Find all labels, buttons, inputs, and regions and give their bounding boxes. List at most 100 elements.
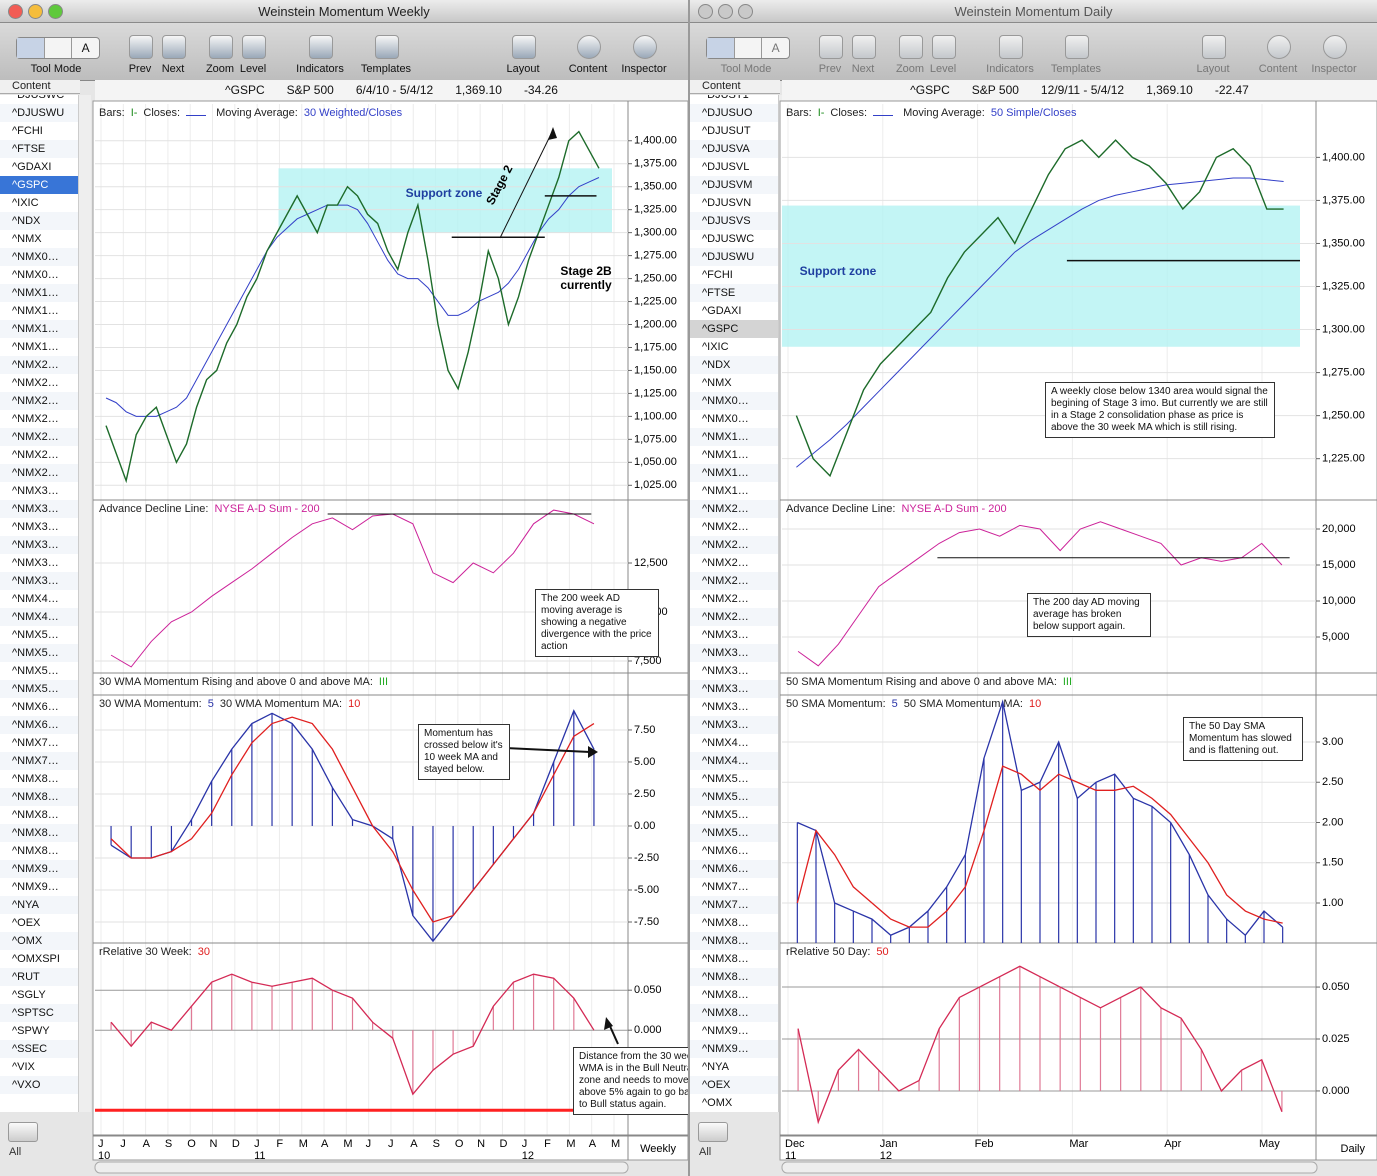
symbol-row[interactable]: ^NMX3… — [0, 572, 80, 590]
symbol-row[interactable]: ^VIX — [0, 1058, 80, 1076]
symbol-row[interactable]: ^NMX5… — [690, 770, 780, 788]
symbol-row[interactable]: ^NMX2… — [690, 572, 780, 590]
window-button[interactable] — [8, 4, 23, 19]
symbol-row[interactable]: ^RUT — [0, 968, 80, 986]
symbol-row[interactable]: ^DJUSWC — [0, 95, 80, 104]
symbol-row[interactable]: ^NMX2… — [690, 590, 780, 608]
window-button[interactable] — [698, 4, 713, 19]
symbol-row[interactable]: ^NMX7… — [0, 734, 80, 752]
symbol-row[interactable]: ^FCHI — [0, 122, 80, 140]
toolbar-icon[interactable] — [999, 35, 1023, 59]
symbol-row[interactable]: ^NMX5… — [0, 680, 80, 698]
window-button[interactable] — [48, 4, 63, 19]
toolbar-icon[interactable] — [1267, 35, 1291, 59]
window-button[interactable] — [28, 4, 43, 19]
symbol-row[interactable]: ^NMX3… — [0, 536, 80, 554]
symbol-row[interactable]: ^NMX4… — [690, 734, 780, 752]
symbol-row[interactable]: ^DJUSVL — [690, 158, 780, 176]
symbol-row[interactable]: ^NMX6… — [690, 860, 780, 878]
symbol-row[interactable]: ^NMX8… — [0, 788, 80, 806]
toolbar-icon[interactable] — [1323, 35, 1347, 59]
settings-button[interactable] — [698, 1122, 728, 1142]
symbol-row[interactable]: ^NMX8… — [0, 842, 80, 860]
toolbar-icon[interactable] — [209, 35, 233, 59]
symbol-row[interactable]: ^DJUSWC — [690, 230, 780, 248]
symbol-row[interactable]: ^NMX3… — [690, 644, 780, 662]
symbol-row[interactable]: ^NMX6… — [0, 716, 80, 734]
symbol-row[interactable]: ^DJUSUT — [690, 122, 780, 140]
symbol-row[interactable]: ^NMX8… — [690, 914, 780, 932]
symbol-row[interactable]: ^NMX0… — [0, 248, 80, 266]
symbol-row[interactable]: ^NMX3… — [690, 680, 780, 698]
symbol-row[interactable]: ^FTSE — [0, 140, 80, 158]
symbol-row[interactable]: ^NMX — [690, 374, 780, 392]
symbol-row[interactable]: ^NMX9… — [0, 878, 80, 896]
symbol-row[interactable]: ^NMX0… — [690, 410, 780, 428]
symbol-row[interactable]: ^NMX4… — [0, 608, 80, 626]
symbol-row[interactable]: ^NDX — [0, 212, 80, 230]
symbol-row[interactable]: ^GDAXI — [0, 158, 80, 176]
symbol-row[interactable]: ^NYA — [0, 896, 80, 914]
toolbar-icon[interactable] — [852, 35, 876, 59]
toolbar-icon[interactable] — [633, 35, 657, 59]
symbol-row[interactable]: ^OEX — [690, 1076, 780, 1094]
symbol-row[interactable]: ^NMX3… — [690, 662, 780, 680]
symbol-row[interactable]: ^NMX0… — [0, 266, 80, 284]
symbol-row[interactable]: ^NDX — [690, 356, 780, 374]
symbol-row[interactable]: ^NMX6… — [690, 842, 780, 860]
symbol-row[interactable]: ^NMX9… — [690, 1040, 780, 1058]
symbol-row[interactable]: ^SGLY — [0, 986, 80, 1004]
symbol-row[interactable]: ^FTSE — [690, 284, 780, 302]
symbol-row[interactable]: ^NMX8… — [0, 824, 80, 842]
settings-button[interactable] — [8, 1122, 38, 1142]
symbol-row[interactable]: ^NMX3… — [0, 518, 80, 536]
symbol-row[interactable]: ^NMX8… — [0, 806, 80, 824]
symbol-row[interactable]: ^IXIC — [690, 338, 780, 356]
toolbar-icon[interactable] — [512, 35, 536, 59]
symbol-row[interactable]: ^NMX3… — [690, 626, 780, 644]
symbol-row[interactable]: ^NMX1… — [690, 464, 780, 482]
toolbar-icon[interactable] — [1202, 35, 1226, 59]
symbol-row[interactable]: ^NMX6… — [0, 698, 80, 716]
toolbar-icon[interactable] — [577, 35, 601, 59]
tool-mode-control[interactable]: A — [16, 37, 100, 59]
symbol-row[interactable]: ^NMX0… — [690, 392, 780, 410]
symbol-row[interactable]: ^GSPC — [690, 320, 780, 338]
symbol-row[interactable]: ^SPTSC — [0, 1004, 80, 1022]
toolbar-icon[interactable] — [819, 35, 843, 59]
symbol-row[interactable]: ^NMX2… — [0, 374, 80, 392]
symbol-row[interactable]: ^NMX2… — [0, 446, 80, 464]
symbol-row[interactable]: ^NMX — [0, 230, 80, 248]
symbol-row[interactable]: ^NMX1… — [690, 446, 780, 464]
symbol-row[interactable]: ^NMX8… — [690, 932, 780, 950]
symbol-row[interactable]: ^NMX3… — [690, 698, 780, 716]
symbol-row[interactable]: ^NMX9… — [0, 860, 80, 878]
symbol-row[interactable]: ^NMX4… — [0, 590, 80, 608]
tool-mode-control[interactable]: A — [706, 37, 790, 59]
symbol-row[interactable]: ^NMX3… — [0, 482, 80, 500]
symbol-row[interactable]: ^NMX5… — [0, 644, 80, 662]
symbol-row[interactable]: ^NMX2… — [690, 608, 780, 626]
symbol-row[interactable]: ^NMX8… — [690, 1004, 780, 1022]
symbol-row[interactable]: ^NMX7… — [690, 878, 780, 896]
symbol-row[interactable]: ^OMXSPI — [0, 950, 80, 968]
symbol-row[interactable]: ^NMX2… — [690, 536, 780, 554]
symbol-row[interactable]: ^NMX1… — [690, 482, 780, 500]
symbol-row[interactable]: ^NYA — [690, 1058, 780, 1076]
toolbar-icon[interactable] — [1065, 35, 1089, 59]
toolbar-icon[interactable] — [375, 35, 399, 59]
symbol-row[interactable]: ^VXO — [0, 1076, 80, 1094]
symbol-row[interactable]: ^GSPC — [0, 176, 80, 194]
symbol-row[interactable]: ^NMX8… — [0, 770, 80, 788]
symbol-row[interactable]: ^NMX5… — [0, 662, 80, 680]
toolbar-icon[interactable] — [162, 35, 186, 59]
symbol-row[interactable]: ^DJUSWU — [0, 104, 80, 122]
symbol-row[interactable]: ^FCHI — [690, 266, 780, 284]
symbol-row[interactable]: ^NMX7… — [690, 896, 780, 914]
symbol-row[interactable]: ^NMX5… — [0, 626, 80, 644]
symbol-row[interactable]: ^DJUST1 — [690, 95, 780, 104]
symbol-row[interactable]: ^SSEC — [0, 1040, 80, 1058]
symbol-row[interactable]: ^NMX2… — [0, 464, 80, 482]
symbol-row[interactable]: ^NMX2… — [0, 356, 80, 374]
symbol-row[interactable]: ^SPWY — [0, 1022, 80, 1040]
